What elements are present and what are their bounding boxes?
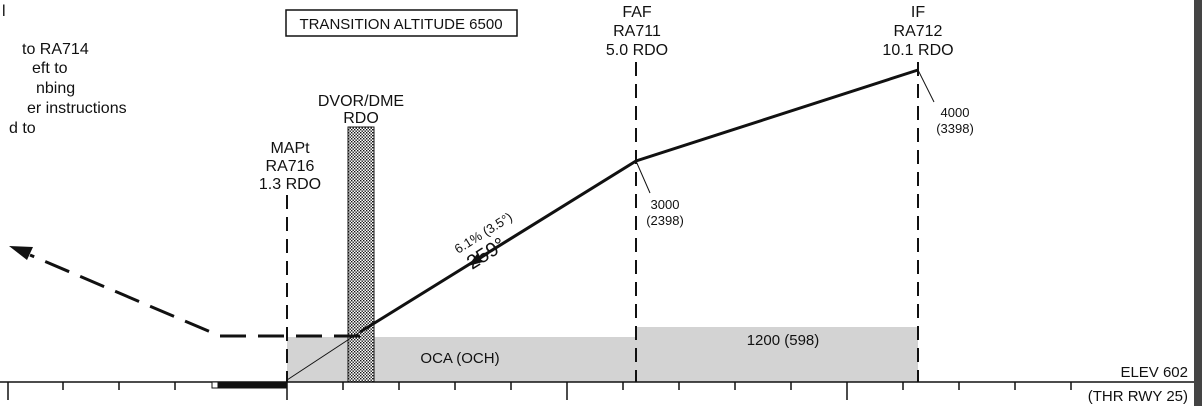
navaid-hatched-bar [347,126,375,383]
notes-line: d to [9,120,36,137]
transition-altitude-box [285,9,518,37]
faf-label-line: FAF [622,4,652,21]
elevation-text: ELEV 602 [1120,364,1188,381]
faf-altitude-label: 3000 (2398) [646,197,684,228]
frame-right-border [1194,0,1202,406]
transition-altitude-text: TRANSITION ALTITUDE 6500 [299,16,502,33]
notes-line: l [2,3,6,20]
course-arrow-icon [468,254,483,266]
faf-altitude-line: (2398) [646,213,684,228]
faf-label: FAF RA711 5.0 RDO [606,4,668,59]
descent-path-extension [286,331,361,381]
if-altitude-label: 4000 (3398) [936,105,974,136]
oca-value-text: 1200 (598) [747,332,820,349]
faf-altitude-leader [635,160,651,194]
if-label-line: 10.1 RDO [882,42,953,59]
threshold-text: (THR RWY 25) [1088,388,1188,405]
notes-line: nbing [36,80,75,97]
oca-label-text: OCA (OCH) [420,350,499,367]
notes-line: to RA714 [22,41,89,58]
mapt-label: MAPt RA716 1.3 RDO [259,140,321,193]
mapt-label-line: 1.3 RDO [259,176,321,193]
if-label: IF RA712 10.1 RDO [882,4,953,59]
missed-approach-arrow-icon [9,246,33,260]
mapt-label-line: RA716 [266,158,315,175]
missed-approach-notes: l to RA714 eft to nbing er instructions … [2,3,127,137]
navaid-label: DVOR/DME RDO [318,93,404,127]
faf-label-line: RA711 [613,23,661,40]
if-altitude-line: (3398) [936,121,974,136]
faf-label-line: 5.0 RDO [606,42,668,59]
oca-area-intermediate [636,327,918,382]
faf-altitude-line: 3000 [651,197,680,212]
runway-threshold-mark [211,381,219,389]
notes-line: eft to [32,60,68,77]
missed-approach-path [29,253,360,338]
if-altitude-line: 4000 [941,105,970,120]
distance-scale-ticks [7,382,1072,400]
if-label-line: RA712 [894,23,943,40]
runway-bar [211,381,288,389]
if-label-line: IF [911,4,925,21]
oca-area-final [287,337,636,382]
navaid-label-line: RDO [343,110,379,127]
descent-path [359,68,919,334]
navaid-label-line: DVOR/DME [318,93,404,110]
mapt-label-line: MAPt [270,140,310,157]
notes-line: er instructions [27,100,127,117]
if-altitude-leader [917,69,935,103]
